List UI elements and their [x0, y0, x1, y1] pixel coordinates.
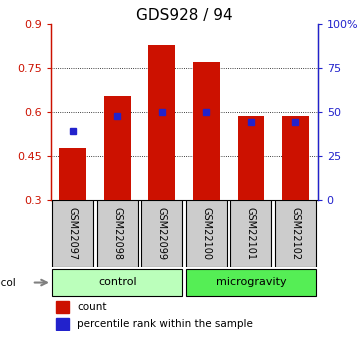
Text: control: control — [98, 277, 136, 287]
Bar — [60, 148, 86, 200]
Bar — [52, 269, 182, 296]
Bar — [282, 116, 309, 200]
Bar — [52, 200, 93, 267]
Text: GSM22098: GSM22098 — [112, 207, 122, 260]
Bar — [238, 116, 264, 200]
Bar — [142, 200, 182, 267]
Text: GSM22101: GSM22101 — [246, 207, 256, 260]
Bar — [230, 200, 271, 267]
Bar — [56, 301, 69, 313]
Text: GSM22102: GSM22102 — [290, 207, 300, 260]
Text: protocol: protocol — [0, 277, 16, 287]
Text: GSM22100: GSM22100 — [201, 207, 212, 260]
Bar — [186, 269, 316, 296]
Text: microgravity: microgravity — [216, 277, 286, 287]
Text: GSM22097: GSM22097 — [68, 207, 78, 260]
Bar — [148, 45, 175, 200]
Bar — [186, 200, 227, 267]
Bar — [193, 62, 220, 200]
Title: GDS928 / 94: GDS928 / 94 — [136, 8, 232, 23]
Text: GSM22099: GSM22099 — [157, 207, 167, 260]
Text: count: count — [77, 302, 107, 312]
Bar — [104, 96, 131, 200]
Bar — [97, 200, 138, 267]
Text: percentile rank within the sample: percentile rank within the sample — [77, 319, 253, 329]
Bar — [56, 318, 69, 329]
Bar — [275, 200, 316, 267]
